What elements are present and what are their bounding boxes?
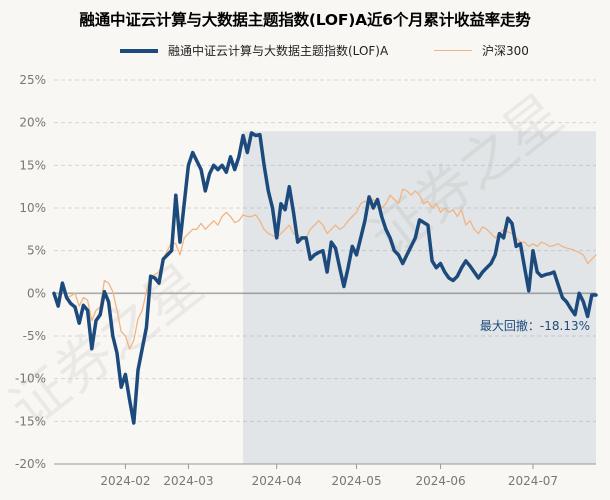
- y-tick-label: 15%: [19, 158, 46, 172]
- max-drawdown-label: 最大回撤：-18.13%: [480, 318, 590, 333]
- y-tick-label: 25%: [19, 73, 46, 87]
- axes: 25% 20% 15% 10% 5% 0% -5% -10% -15% -20% 2024-02 20…: [15, 73, 596, 488]
- y-tick-label: -15%: [15, 414, 46, 428]
- x-tick-label: 2024-06: [415, 474, 465, 488]
- chart-title: 融通中证云计算与大数据主题指数(LOF)A近6个月累计收益率走势: [79, 11, 531, 29]
- x-tick-label: 2024-07: [508, 474, 558, 488]
- x-tick-label: 2024-05: [331, 474, 381, 488]
- watermark-text-1: 证券之星: [0, 252, 215, 441]
- series: [52, 131, 598, 425]
- series-line-fund: [52, 131, 598, 425]
- legend-swatch-index: [434, 49, 472, 52]
- grid: [54, 79, 596, 422]
- legend-swatch-fund: [120, 48, 158, 53]
- y-tick-label: -10%: [15, 372, 46, 386]
- legend-label-fund: 融通中证云计算与大数据主题指数(LOF)A: [168, 44, 389, 58]
- y-tick-label: 10%: [19, 201, 46, 215]
- legend-item-index: 沪深300: [434, 42, 529, 59]
- drawdown-area: [243, 131, 596, 464]
- y-tick-label: -5%: [23, 329, 46, 343]
- y-tick-label: 5%: [27, 244, 46, 258]
- drawdown-region: [243, 131, 596, 464]
- legend-item-fund: 融通中证云计算与大数据主题指数(LOF)A: [120, 42, 388, 59]
- legend-label-index: 沪深300: [482, 44, 529, 58]
- y-tick-label: 20%: [19, 116, 46, 130]
- y-tick-label: 0%: [27, 286, 46, 300]
- legend: 融通中证云计算与大数据主题指数(LOF)A 沪深300: [0, 42, 610, 64]
- x-tick-label: 2024-03: [163, 474, 213, 488]
- y-tick-label: -20%: [15, 457, 46, 471]
- x-tick-label: 2024-02: [100, 474, 150, 488]
- x-tick-label: 2024-04: [252, 474, 302, 488]
